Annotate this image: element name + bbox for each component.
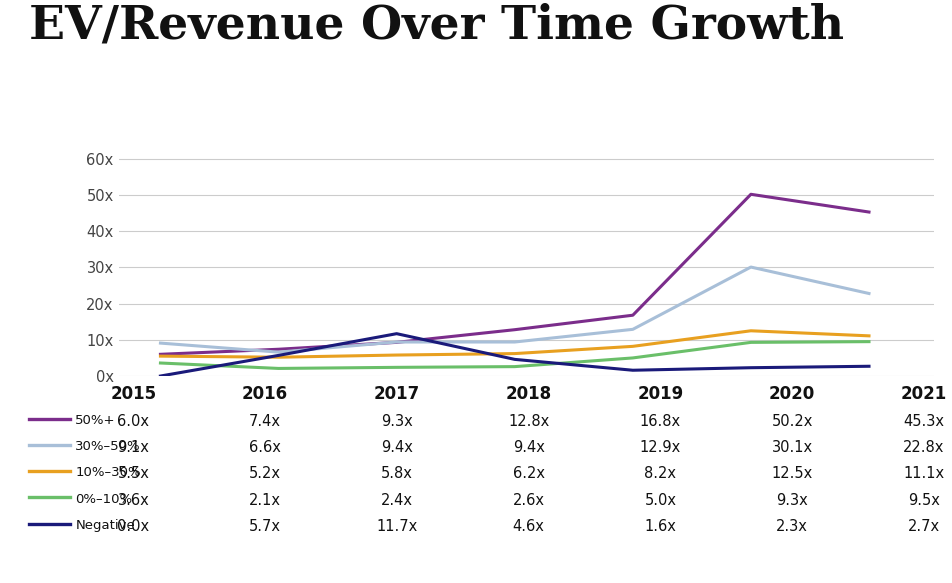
Text: 2018: 2018 bbox=[505, 385, 551, 403]
Text: EV/Revenue Over Time Growth: EV/Revenue Over Time Growth bbox=[29, 3, 843, 49]
Text: 6.6x: 6.6x bbox=[249, 440, 281, 455]
Text: 2019: 2019 bbox=[637, 385, 683, 403]
Text: 12.8x: 12.8x bbox=[507, 414, 548, 429]
Text: Negative: Negative bbox=[75, 519, 135, 532]
Text: 9.4x: 9.4x bbox=[512, 440, 544, 455]
Text: 12.9x: 12.9x bbox=[639, 440, 681, 455]
Text: 5.0x: 5.0x bbox=[644, 493, 676, 508]
Text: 7.4x: 7.4x bbox=[248, 414, 281, 429]
Text: 0.0x: 0.0x bbox=[117, 519, 149, 534]
Text: 30.1x: 30.1x bbox=[771, 440, 812, 455]
Text: 9.5x: 9.5x bbox=[907, 493, 939, 508]
Text: 2.3x: 2.3x bbox=[775, 519, 807, 534]
Text: 9.3x: 9.3x bbox=[775, 493, 807, 508]
Text: 10%–30%: 10%–30% bbox=[75, 466, 141, 479]
Text: 45.3x: 45.3x bbox=[902, 414, 943, 429]
Text: 2.4x: 2.4x bbox=[381, 493, 412, 508]
Text: 2015: 2015 bbox=[110, 385, 156, 403]
Text: 2021: 2021 bbox=[900, 385, 946, 403]
Text: 30%–50%: 30%–50% bbox=[75, 440, 141, 453]
Text: 6.2x: 6.2x bbox=[512, 466, 544, 482]
Text: 1.6x: 1.6x bbox=[644, 519, 676, 534]
Text: 50.2x: 50.2x bbox=[770, 414, 812, 429]
Text: 0%–10%: 0%–10% bbox=[75, 493, 132, 505]
Text: 2.6x: 2.6x bbox=[512, 493, 544, 508]
Text: 2017: 2017 bbox=[373, 385, 420, 403]
Text: 3.6x: 3.6x bbox=[117, 493, 149, 508]
Text: 2016: 2016 bbox=[242, 385, 288, 403]
Text: 2.1x: 2.1x bbox=[248, 493, 281, 508]
Text: 5.8x: 5.8x bbox=[381, 466, 412, 482]
Text: 4.6x: 4.6x bbox=[512, 519, 544, 534]
Text: 5.7x: 5.7x bbox=[248, 519, 281, 534]
Text: 9.3x: 9.3x bbox=[381, 414, 412, 429]
Text: 9.4x: 9.4x bbox=[381, 440, 412, 455]
Text: 9.1x: 9.1x bbox=[117, 440, 149, 455]
Text: 50%+: 50%+ bbox=[75, 414, 115, 427]
Text: 5.2x: 5.2x bbox=[248, 466, 281, 482]
Text: 12.5x: 12.5x bbox=[770, 466, 812, 482]
Text: 2020: 2020 bbox=[768, 385, 814, 403]
Text: 2.7x: 2.7x bbox=[906, 519, 939, 534]
Text: 11.7x: 11.7x bbox=[376, 519, 417, 534]
Text: 5.5x: 5.5x bbox=[117, 466, 149, 482]
Text: 16.8x: 16.8x bbox=[639, 414, 680, 429]
Text: 8.2x: 8.2x bbox=[644, 466, 676, 482]
Text: 11.1x: 11.1x bbox=[902, 466, 943, 482]
Text: 6.0x: 6.0x bbox=[117, 414, 149, 429]
Text: 22.8x: 22.8x bbox=[902, 440, 943, 455]
